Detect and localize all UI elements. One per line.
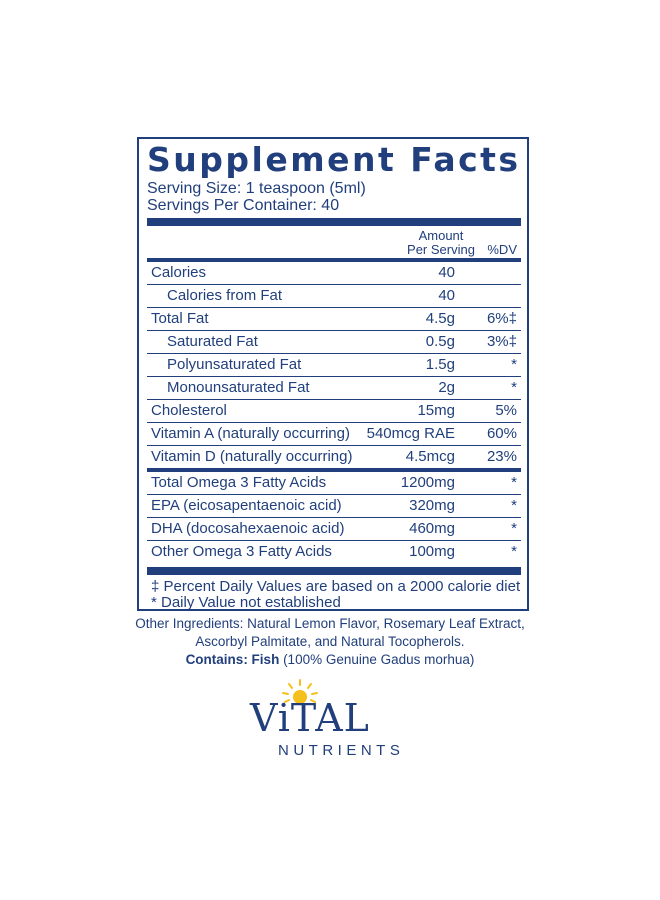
nutrient-row: Calories from Fat 40 — [147, 285, 521, 307]
divider-thin — [147, 494, 521, 495]
ingredients-line-1: Other Ingredients: Natural Lemon Flavor,… — [135, 616, 525, 631]
amount-header: Amount Per Serving — [391, 229, 491, 257]
footnotes: ‡ Percent Daily Values are based on a 20… — [147, 579, 521, 611]
nutrient-row: Total Fat 4.5g 6%‡ — [147, 308, 521, 330]
brand-name: ViTAL — [250, 696, 370, 740]
divider-thin — [147, 422, 521, 423]
divider-medium — [147, 258, 521, 262]
nutrient-amount: 1.5g — [425, 356, 455, 373]
nutrient-amount: 0.5g — [425, 333, 455, 350]
other-ingredients: Other Ingredients: Natural Lemon Flavor,… — [0, 615, 660, 669]
divider-thin — [147, 376, 521, 377]
nutrient-dv: 60% — [486, 425, 517, 442]
amount-header-line2: Per Serving — [407, 242, 475, 257]
divider-thin — [147, 353, 521, 354]
nutrient-amount: 460mg — [409, 520, 455, 537]
servings-per-container: Servings Per Container: 40 — [147, 197, 340, 214]
divider-thin — [147, 540, 521, 541]
contains-label: Contains: Fish — [185, 652, 280, 667]
nutrient-row: Monounsaturated Fat 2g * — [147, 377, 521, 399]
nutrient-name: EPA (eicosapentaenoic acid) — [151, 497, 342, 514]
brand-subtitle: NUTRIENTS — [278, 742, 405, 759]
amount-header-line1: Amount — [418, 228, 464, 243]
nutrient-name: Vitamin D (naturally occurring) — [151, 448, 353, 465]
nutrient-amount: 40 — [438, 287, 455, 304]
nutrient-row: Calories 40 — [147, 262, 521, 284]
nutrient-dv: * — [511, 497, 517, 514]
nutrient-name: Monounsaturated Fat — [167, 379, 310, 396]
nutrient-row: DHA (docosahexaenoic acid) 460mg * — [147, 518, 521, 540]
nutrient-amount: 1200mg — [400, 474, 455, 491]
nutrient-dv: * — [511, 474, 517, 491]
nutrient-amount: 540mcg RAE — [366, 425, 455, 442]
nutrient-dv: 23% — [486, 448, 517, 465]
nutrient-dv: 5% — [495, 402, 517, 419]
nutrient-dv: * — [511, 520, 517, 537]
divider-thin — [147, 445, 521, 446]
nutrient-row: Polyunsaturated Fat 1.5g * — [147, 354, 521, 376]
nutrient-amount: 4.5mcg — [405, 448, 455, 465]
nutrient-amount: 2g — [438, 379, 455, 396]
nutrient-row: Vitamin D (naturally occurring) 4.5mcg 23% — [147, 446, 521, 468]
nutrient-name: Total Omega 3 Fatty Acids — [151, 474, 327, 491]
nutrient-row: Total Omega 3 Fatty Acids 1200mg * — [147, 472, 521, 494]
nutrient-dv: * — [511, 379, 517, 396]
nutrient-name: DHA (docosahexaenoic acid) — [151, 520, 345, 537]
nutrient-name: Other Omega 3 Fatty Acids — [151, 543, 332, 560]
ingredients-line-2: Ascorbyl Palmitate, and Natural Tocopher… — [195, 634, 465, 649]
footnote-dv-basis: ‡ Percent Daily Values are based on a 20… — [151, 578, 521, 595]
divider-thin — [147, 399, 521, 400]
nutrient-row: Cholesterol 15mg 5% — [147, 400, 521, 422]
nutrient-name: Total Fat — [151, 310, 209, 327]
nutrient-dv: 6%‡ — [486, 310, 517, 327]
nutrient-amount: 4.5g — [425, 310, 455, 327]
dv-header: %DV — [487, 242, 517, 257]
contains-value: (100% Genuine Gadus morhua) — [279, 652, 475, 667]
nutrient-row: Other Omega 3 Fatty Acids 100mg * — [147, 541, 521, 563]
nutrient-dv: 3%‡ — [486, 333, 517, 350]
nutrient-amount: 40 — [438, 264, 455, 281]
divider-thin — [147, 517, 521, 518]
facts-title: Supplement Facts — [147, 140, 521, 179]
footnote-not-established: * Daily Value not established — [151, 594, 341, 611]
divider-thin — [147, 330, 521, 331]
divider-thick — [147, 218, 521, 226]
serving-size: Serving Size: 1 teaspoon (5ml) — [147, 180, 366, 197]
vital-nutrients-logo: ViTAL NUTRIENTS — [250, 678, 420, 768]
allergen-statement: Contains: Fish (100% Genuine Gadus morhu… — [0, 651, 660, 669]
nutrient-dv: * — [511, 356, 517, 373]
divider-medium — [147, 468, 521, 472]
nutrient-name: Calories — [151, 264, 207, 281]
nutrient-name: Polyunsaturated Fat — [167, 356, 302, 373]
divider-thin — [147, 307, 521, 308]
nutrient-row: Vitamin A (naturally occurring) 540mcg RA… — [147, 423, 521, 445]
nutrient-name: Vitamin A (naturally occurring) — [151, 425, 350, 442]
nutrient-row: Saturated Fat 0.5g 3%‡ — [147, 331, 521, 353]
nutrient-amount: 320mg — [409, 497, 455, 514]
divider-thin — [147, 284, 521, 285]
nutrient-name: Saturated Fat — [167, 333, 258, 350]
nutrient-amount: 100mg — [409, 543, 455, 560]
nutrient-name: Calories from Fat — [167, 287, 283, 304]
divider-thick — [147, 567, 521, 575]
nutrient-amount: 15mg — [417, 402, 455, 419]
sun-icon — [282, 679, 318, 704]
column-header: Amount Per Serving %DV — [147, 226, 521, 258]
nutrient-row: EPA (eicosapentaenoic acid) 320mg * — [147, 495, 521, 517]
nutrient-dv: * — [511, 543, 517, 560]
nutrient-name: Cholesterol — [151, 402, 227, 419]
supplement-facts-panel: Supplement Facts Serving Size: 1 teaspoo… — [137, 137, 529, 611]
